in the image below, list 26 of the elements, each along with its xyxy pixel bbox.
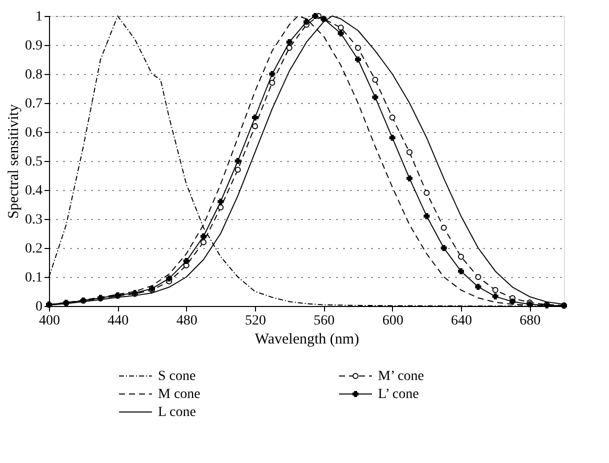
y-tick-label: 0.6 bbox=[25, 126, 42, 140]
x-axis-title: Wavelength (nm) bbox=[254, 332, 360, 348]
x-tick-label: 600 bbox=[382, 314, 404, 328]
legend-label: M cone bbox=[158, 387, 200, 402]
x-tick-label: 640 bbox=[451, 314, 472, 328]
y-tick-label: 0.3 bbox=[25, 212, 42, 228]
y-tick-label: 0.1 bbox=[25, 270, 42, 286]
y-tick-label: 1 bbox=[36, 10, 42, 24]
y-tick-label: 0.8 bbox=[25, 68, 42, 82]
x-tick-label: 560 bbox=[314, 314, 335, 328]
x-tick-label: 520 bbox=[245, 314, 266, 328]
legend-label: M’ cone bbox=[378, 369, 424, 384]
legend-label: L’ cone bbox=[378, 387, 419, 402]
x-tick-label: 680 bbox=[520, 314, 541, 328]
legend-label: S cone bbox=[158, 369, 196, 384]
y-tick-label: 0.2 bbox=[25, 242, 42, 256]
x-tick-label: 440 bbox=[108, 314, 129, 328]
y-axis-title: Spectral sensitivity bbox=[6, 104, 22, 219]
y-tick-label: 0.9 bbox=[25, 38, 42, 54]
y-tick-label: 0.4 bbox=[25, 184, 42, 198]
y-tick-label: 0.5 bbox=[25, 154, 42, 170]
y-tick-label: 0 bbox=[36, 300, 42, 314]
legend-label: L cone bbox=[158, 405, 196, 420]
x-tick-label: 400 bbox=[39, 314, 60, 328]
x-tick-label: 480 bbox=[176, 314, 198, 328]
y-tick-label: 0.7 bbox=[25, 96, 42, 112]
